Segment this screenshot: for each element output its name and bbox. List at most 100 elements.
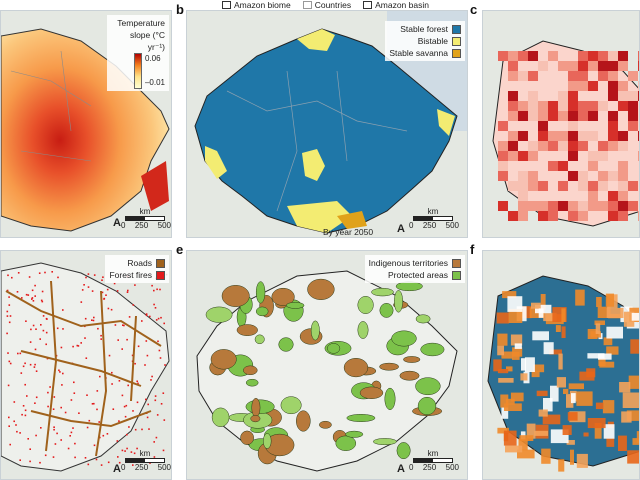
fire-point <box>121 348 123 350</box>
territory-patch <box>245 378 259 387</box>
mixed-patch <box>571 393 576 404</box>
grid-cell <box>618 51 628 61</box>
fire-point <box>136 401 139 404</box>
fire-point <box>47 391 49 394</box>
fire-point <box>61 384 63 386</box>
map-d <box>1 251 171 479</box>
fire-point <box>131 354 134 357</box>
mixed-patch <box>512 351 520 360</box>
mixed-patch <box>506 366 513 372</box>
grid-cell <box>608 71 618 81</box>
fire-point <box>67 447 70 450</box>
fire-point <box>132 410 134 412</box>
mixed-patch <box>606 438 615 447</box>
fire-point <box>162 392 165 394</box>
fire-point <box>114 324 117 326</box>
fire-point <box>70 399 73 401</box>
mixed-patch <box>627 450 639 464</box>
legend-e: Indigenous territories Protected areas <box>364 255 465 283</box>
mixed-patch <box>596 297 602 307</box>
fire-point <box>13 420 15 423</box>
swatch-indigenous <box>452 258 461 268</box>
fire-point <box>57 276 59 279</box>
fire-point <box>59 371 61 373</box>
biome-swatch <box>222 1 231 9</box>
fire-point <box>136 447 138 450</box>
legend-fires: Forest fires <box>109 269 165 281</box>
grid-cell <box>618 131 628 141</box>
fire-point <box>24 362 26 365</box>
mixed-patch <box>520 373 528 381</box>
mixed-patch <box>531 302 541 309</box>
fire-point <box>99 375 101 378</box>
grid-cell <box>538 201 548 211</box>
grid-cell <box>568 111 578 121</box>
grid-cell <box>578 51 588 61</box>
hotspot-east <box>141 161 169 211</box>
grid-cell <box>598 51 608 61</box>
fire-point <box>164 364 166 366</box>
grid-cell <box>568 211 578 221</box>
scalebar-bar <box>125 216 165 221</box>
mixed-patch <box>538 409 548 417</box>
territory-patch <box>346 414 376 422</box>
grid-cell <box>588 151 598 161</box>
mixed-patch <box>623 311 635 327</box>
mixed-patch <box>504 403 522 411</box>
fire-point <box>56 432 58 435</box>
grid-cell <box>498 171 508 181</box>
grid-cell <box>518 171 528 181</box>
scalebar-ticks: 0 250 500 <box>121 221 171 230</box>
legend-label: Bistable <box>417 36 448 46</box>
grid-cell <box>518 191 528 201</box>
north-arrow: A <box>113 217 121 229</box>
territory-patch <box>327 343 341 354</box>
fire-point <box>15 424 17 426</box>
mixed-patch <box>558 353 563 370</box>
legend-a-title: Temperature slope (°C yr⁻¹) <box>117 18 165 52</box>
fire-point <box>34 363 36 366</box>
fire-point <box>69 435 71 437</box>
fire-point <box>74 456 76 459</box>
grid-cell <box>588 161 598 171</box>
panel-f-label: f <box>470 242 475 257</box>
scalebar-bar <box>125 458 165 463</box>
fire-point <box>44 454 47 457</box>
mixed-patch <box>598 353 612 360</box>
fire-point <box>17 272 20 274</box>
colorbar-tick-min: –0.01 <box>144 78 165 87</box>
fire-point <box>72 427 74 429</box>
fire-point <box>44 271 46 274</box>
mixed-patch <box>514 343 522 349</box>
mixed-patch <box>622 392 639 408</box>
territory-patch <box>335 435 357 451</box>
mixed-patch <box>541 448 551 464</box>
grid-cell <box>588 101 598 111</box>
tick: 0 <box>409 463 414 472</box>
fire-point <box>124 415 127 418</box>
territory-patch <box>357 296 374 314</box>
grid-cell <box>528 201 538 211</box>
legend-protected: Protected areas <box>369 269 461 281</box>
fire-point <box>116 290 119 292</box>
fire-point <box>13 401 16 403</box>
territory-patch <box>379 362 399 371</box>
fire-point <box>33 366 36 368</box>
fire-point <box>9 443 11 446</box>
territory-patch <box>243 365 258 376</box>
fire-point <box>125 404 128 407</box>
grid-cell <box>538 101 548 111</box>
fire-point <box>148 428 150 430</box>
fire-point <box>96 390 99 392</box>
fire-point <box>8 304 11 306</box>
grid-cell <box>578 71 588 81</box>
fire-point <box>56 327 59 330</box>
grid-cell <box>528 101 538 111</box>
territory-patch <box>255 306 269 317</box>
territory-patch <box>373 438 397 446</box>
grid-cell <box>568 81 578 91</box>
fire-point <box>160 316 162 319</box>
fire-point <box>6 310 9 313</box>
grid-cell <box>608 141 618 151</box>
fire-point <box>118 420 120 422</box>
